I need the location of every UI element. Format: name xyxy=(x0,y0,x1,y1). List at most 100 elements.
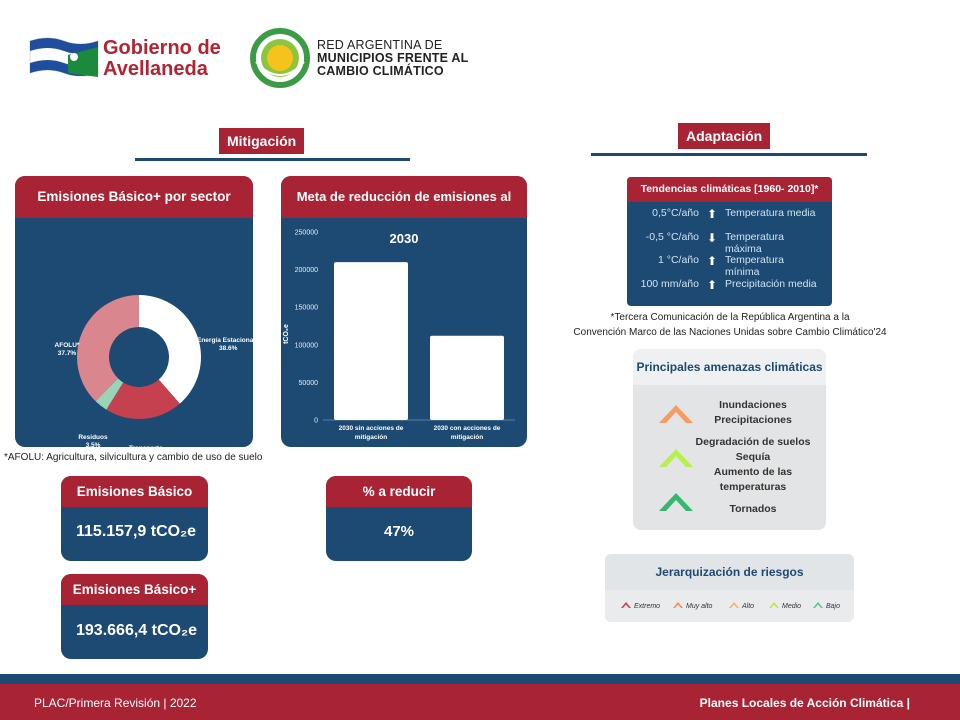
logo-line: CAMBIO CLIMÁTICO xyxy=(317,64,444,78)
amenaza-line: Sequía xyxy=(735,451,771,463)
meta-card-title: Meta de reducción de emisiones al 2030 xyxy=(281,176,527,246)
chevron-up-icon xyxy=(621,602,631,608)
slice-label: Transporte xyxy=(129,445,163,447)
bar xyxy=(430,335,504,420)
y-tick-label: 200000 xyxy=(295,267,318,274)
meta-bar-chart: 0 50000 100000 150000 200000 250000 tCO₂e 2030 … xyxy=(283,230,515,441)
logo-line: Gobierno de xyxy=(103,37,221,59)
donut-slice xyxy=(139,295,201,404)
sector-card-title: Emisiones Básico+ por sector xyxy=(15,176,253,218)
slice-label: Energía Estacionaria xyxy=(197,337,253,344)
tendencia-label: Precipitación media xyxy=(725,277,817,290)
y-tick-label: 150000 xyxy=(295,305,318,312)
amenazas-list: Inundaciones Precipitaciones Degradación d… xyxy=(633,385,826,530)
riesgo-label: Medio xyxy=(782,603,802,610)
amenaza-label: Tornados xyxy=(693,502,813,517)
x-category-label: mitigación xyxy=(451,434,484,441)
arrow-down-icon: ⬇ xyxy=(706,230,718,245)
arrow-up-icon: ⬆ xyxy=(706,277,718,292)
slice-pct-label: 37.7% xyxy=(58,350,77,357)
mitigacion-rule xyxy=(135,158,410,161)
amenaza-line: temperaturas xyxy=(719,481,787,493)
adaptacion-title: Adaptación xyxy=(678,123,771,149)
riesgo-legend-item: Medio xyxy=(769,601,801,610)
tendencia-row: 1 °C/año ⬆ Temperatura mínima xyxy=(627,254,817,278)
red-argentina-logo-text: RED ARGENTINA DE MUNICIPIOS FRENTE AL CA… xyxy=(317,39,468,78)
footer-right-text: Planes Locales de Acción Climática | xyxy=(699,696,910,710)
arrow-up-icon: ⬆ xyxy=(706,207,718,221)
riesgo-label: Alto xyxy=(742,603,755,610)
chevron-shape xyxy=(729,602,739,608)
tendencia-label: Temperatura media xyxy=(725,207,816,219)
logo-line: RED ARGENTINA DE xyxy=(317,38,443,52)
y-tick-label: 0 xyxy=(314,418,318,425)
amenazas-title: Principales amenazas climáticas xyxy=(633,349,826,385)
riesgo-label: Muy alto xyxy=(686,603,713,610)
donut-slice xyxy=(95,378,124,410)
chevron-shape xyxy=(659,493,693,511)
emisiones-basico-plus-value: 193.666,4 tCO₂e xyxy=(76,622,197,639)
logo-line: Avellaneda xyxy=(103,58,208,80)
y-tick-label: 250000 xyxy=(295,230,318,237)
slice-label: AFOLU* xyxy=(55,342,80,349)
slice-pct-label: 38.6% xyxy=(219,345,238,352)
emisiones-basico-value: 115.157,9 tCO₂e xyxy=(76,523,197,540)
tendencia-value: -0,5 °C/año xyxy=(645,230,699,243)
emisiones-basico-plus-card: Emisiones Básico+ 193.666,4 tCO₂e xyxy=(61,574,208,659)
y-tick-label: 50000 xyxy=(299,380,319,387)
x-category-label: mitigación xyxy=(355,434,388,441)
riesgo-label: Bajo xyxy=(826,603,841,610)
adaptacion-rule xyxy=(591,153,867,156)
donut-slice xyxy=(106,379,180,419)
riesgo-legend-item: Muy alto xyxy=(673,601,712,610)
reducir-card: % a reducir 47% xyxy=(326,476,472,561)
amenaza-label: Degradación de suelos Sequía Aumento de la… xyxy=(693,435,813,495)
tendencia-value: 0,5°C/año xyxy=(652,207,699,219)
sector-emissions-card: Emisiones Básico+ por sector Energía Est… xyxy=(15,176,253,447)
x-category-label: 2030 con acciones de xyxy=(434,425,501,432)
tendencias-title: Tendencias climáticas [1960- 2010]* xyxy=(627,177,832,202)
chevron-up-icon xyxy=(659,493,693,511)
reducir-value: 47% xyxy=(383,523,415,540)
tendencia-label: Temperatura mínima xyxy=(725,254,784,278)
red-argentina-logo xyxy=(250,28,310,88)
footer-left-text: PLAC/Primera Revisión | 2022 xyxy=(34,696,197,710)
avellaneda-flag-logo xyxy=(28,33,100,81)
chevron-shape xyxy=(621,602,631,608)
gobierno-avellaneda-logo-text: Gobierno de Avellaneda xyxy=(103,38,221,80)
chevron-up-icon xyxy=(659,405,693,423)
amenaza-line: Degradación de suelos xyxy=(695,436,811,448)
tendencias-list: 0,5°C/año ⬆ Temperatura media -0,5 °C/año ⬇ T… xyxy=(627,207,832,303)
emisiones-basico-plus-label: Emisiones Básico+ xyxy=(61,574,208,605)
chevron-shape xyxy=(769,602,779,608)
chevron-up-icon xyxy=(659,449,693,467)
chevron-shape xyxy=(673,602,683,608)
tendencia-value: 100 mm/año xyxy=(640,277,699,290)
emisiones-basico-label: Emisiones Básico xyxy=(61,476,208,507)
slice-label: Residuos xyxy=(78,434,108,441)
tendencia-value: 1 °C/año xyxy=(658,254,699,266)
tendencia-row: -0,5 °C/año ⬇ Temperatura máxima xyxy=(627,230,817,255)
amenazas-card: Principales amenazas climáticas Inundaci… xyxy=(633,349,826,530)
chevron-shape xyxy=(659,449,693,467)
footer-bar: PLAC/Primera Revisión | 2022 Planes Loca… xyxy=(0,684,960,720)
riesgo-legend-item: Extremo xyxy=(621,601,660,610)
source-line: *Tercera Comunicación de la República Ar… xyxy=(610,312,850,323)
tendencia-label: Temperatura máxima xyxy=(725,230,784,255)
mitigacion-title: Mitigación xyxy=(219,128,305,154)
bar xyxy=(334,262,408,420)
reducir-label: % a reducir xyxy=(326,476,472,507)
tendencia-row: 100 mm/año ⬆ Precipitación media xyxy=(627,278,817,301)
emisiones-basico-card: Emisiones Básico 115.157,9 tCO₂e xyxy=(61,476,208,561)
amenaza-line: Inundaciones xyxy=(719,399,787,411)
chevron-shape xyxy=(813,602,823,608)
amenaza-label: Inundaciones Precipitaciones xyxy=(693,398,813,428)
footer-stripe xyxy=(0,674,960,684)
tendencia-row: 0,5°C/año ⬆ Temperatura media xyxy=(627,207,817,230)
riesgos-legend: Extremo Muy alto Alto Medio Bajo xyxy=(605,590,854,622)
logo-line: MUNICIPIOS FRENTE AL xyxy=(317,51,469,65)
arrow-up-icon: ⬆ xyxy=(706,254,718,268)
amenaza-line: Aumento de las xyxy=(713,466,793,478)
tendencias-card: Tendencias climáticas [1960- 2010]* 0,5°… xyxy=(627,177,832,306)
riesgos-card: Jerarquización de riesgos Extremo Muy alt… xyxy=(605,554,854,622)
